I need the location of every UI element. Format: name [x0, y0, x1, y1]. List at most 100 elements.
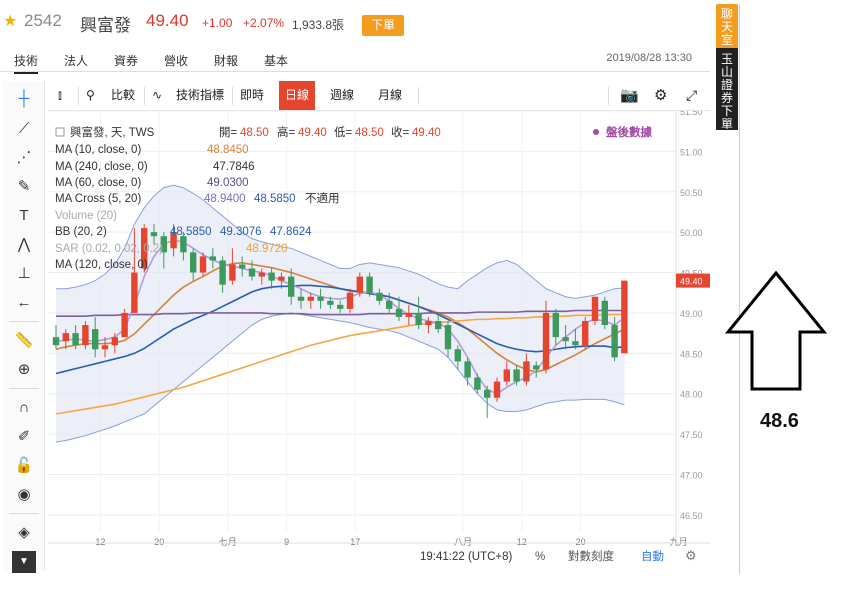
broker-order-button[interactable]: 玉山證券下單 [716, 48, 738, 131]
tab-financials[interactable]: 財報 [214, 54, 239, 68]
candle-body [415, 312, 422, 326]
legend-ma120-label: MA (120, close, 0) [55, 259, 148, 271]
chart-status-bar: 19:41:22 (UTC+8) % 對數刻度 自動 ⚙ [48, 542, 710, 563]
legend-ma60-value: 49.0300 [207, 177, 249, 189]
candle-body [278, 276, 285, 281]
bollinger-band-fill [56, 185, 625, 443]
price-chart[interactable]: 46.50 47.00 47.50 48.00 48.50 49.00 49.50 50.00… [48, 111, 710, 571]
indicators-icon[interactable]: ∿ [152, 88, 163, 102]
legend-volume-label: Volume (20) [55, 210, 117, 222]
text-tool-icon[interactable]: T [19, 207, 29, 224]
ma-line [56, 309, 625, 317]
legend-macross-v3: 不適用 [305, 191, 340, 205]
legend-title: 興富發, 天, TWS [70, 125, 155, 139]
fullscreen-icon[interactable]: ⤢ [686, 87, 698, 103]
x-tick-label: 九月 [670, 537, 688, 547]
favorite-star-icon[interactable]: ★ [3, 13, 18, 30]
legend-ma60-label: MA (60, close, 0) [55, 177, 141, 189]
broker-order-label: 玉山證券下單 [721, 52, 734, 131]
pencil-lock-icon[interactable]: ✐ [17, 428, 31, 445]
y-tick-label: 50.00 [680, 228, 703, 238]
ruler-icon[interactable]: 📏 [14, 332, 34, 349]
stock-header: ★ 2542 興富發 49.40 +1.00 +2.07% 1,933.8張 下… [0, 0, 710, 48]
pattern-icon[interactable]: ⋀ [17, 236, 31, 253]
price-change-percent: +2.07% [243, 16, 285, 30]
y-tick-label: 51.50 [680, 111, 703, 117]
indicators-button[interactable]: 技術指標 [176, 88, 225, 102]
candle-body [601, 300, 608, 326]
candle-type-icon[interactable]: ⫾ [58, 88, 62, 102]
chat-room-button[interactable]: 聊天室 [716, 4, 738, 48]
stock-code: 2542 [24, 11, 62, 30]
candle-body [219, 260, 226, 285]
trade-button[interactable]: 下單 [362, 15, 404, 36]
x-tick-label: 七月 [219, 537, 237, 547]
tab-technical[interactable]: 技術 [14, 52, 39, 74]
legend-macross-v1: 48.9400 [204, 193, 246, 205]
candle-body [366, 276, 373, 293]
tab-margin[interactable]: 資券 [114, 54, 139, 68]
compare-button[interactable]: 比較 [111, 88, 136, 102]
candle-body [239, 264, 246, 269]
candle-body [307, 296, 314, 301]
candle-body [170, 232, 177, 249]
tab-revenue[interactable]: 營收 [164, 54, 189, 68]
ma-line [55, 313, 625, 415]
legend-bb-label: BB (20, 2) [55, 226, 107, 238]
percent-toggle[interactable]: % [535, 551, 545, 563]
tab-institutional[interactable]: 法人 [64, 54, 89, 68]
fib-icon[interactable]: ⋰ [16, 149, 32, 166]
candle-body [582, 321, 589, 346]
interval-daily[interactable]: 日線 [279, 81, 316, 110]
legend-sar-label: SAR (0.02, 0.02, 0.2) [55, 243, 163, 255]
x-tick-label: 12 [517, 537, 527, 547]
candle-body [297, 296, 305, 301]
measure-icon[interactable]: ⊥ [17, 265, 31, 282]
tab-basics[interactable]: 基本 [264, 54, 289, 68]
auto-scale-toggle[interactable]: 自動 [641, 549, 664, 563]
legend-ma240-value: 47.7846 [213, 161, 255, 173]
candle-body [621, 280, 628, 354]
candle-body [346, 292, 354, 309]
candle-body [327, 300, 334, 305]
interval-weekly[interactable]: 週線 [330, 88, 355, 102]
x-tick-label: 20 [154, 537, 164, 547]
legend-open: 48.50 [240, 127, 269, 139]
interval-monthly[interactable]: 月線 [378, 88, 403, 102]
magnet-icon[interactable]: ∩ [18, 399, 30, 416]
trend-line-icon[interactable]: ⟋ [18, 120, 30, 137]
ma-line [55, 284, 625, 375]
candle-body [376, 292, 383, 301]
candle-body [131, 272, 138, 313]
y-tick-label: 47.50 [680, 430, 703, 440]
collapse-toolbar-icon[interactable]: ▼ [12, 551, 36, 573]
y-tick-label: 49.50 [680, 269, 703, 279]
back-arrow-icon[interactable]: ← [16, 294, 32, 311]
candle-body [121, 312, 128, 338]
compare-icon[interactable]: ⚲ [86, 88, 95, 102]
candle-body [209, 256, 216, 261]
candle-body [356, 276, 363, 293]
y-tick-label: 48.50 [680, 349, 703, 359]
trade-volume: 1,933.8張 [292, 18, 345, 32]
candle-body [248, 268, 256, 277]
y-tick-label: 50.50 [680, 188, 703, 198]
x-tick-label: 20 [576, 537, 586, 547]
layers-icon[interactable]: ◈ [18, 524, 30, 541]
eye-icon[interactable]: ◉ [17, 486, 31, 503]
camera-icon[interactable]: 📷 [620, 87, 639, 104]
candle-body [484, 389, 491, 398]
log-scale-toggle[interactable]: 對數刻度 [568, 549, 614, 563]
lock-icon[interactable]: 🔓 [14, 457, 34, 474]
collapse-legend-icon[interactable] [55, 127, 65, 137]
candle-body [464, 361, 471, 378]
crosshair-icon[interactable]: ┼ [18, 90, 30, 107]
y-tick-label: 46.50 [680, 511, 703, 521]
settings-gear-icon[interactable]: ⚙ [654, 87, 668, 104]
chart-settings-icon[interactable]: ⚙ [685, 548, 697, 563]
zoom-in-icon[interactable]: ⊕ [17, 361, 31, 378]
brush-icon[interactable]: ✎ [17, 178, 31, 195]
interval-intraday[interactable]: 即時 [240, 88, 265, 102]
chart-toolbar: ⫾ ⚲ 比較 ∿ 技術指標 即時 日線 週線 月線 📷 ⚙ ⤢ [48, 81, 710, 111]
candle-body [513, 369, 520, 382]
